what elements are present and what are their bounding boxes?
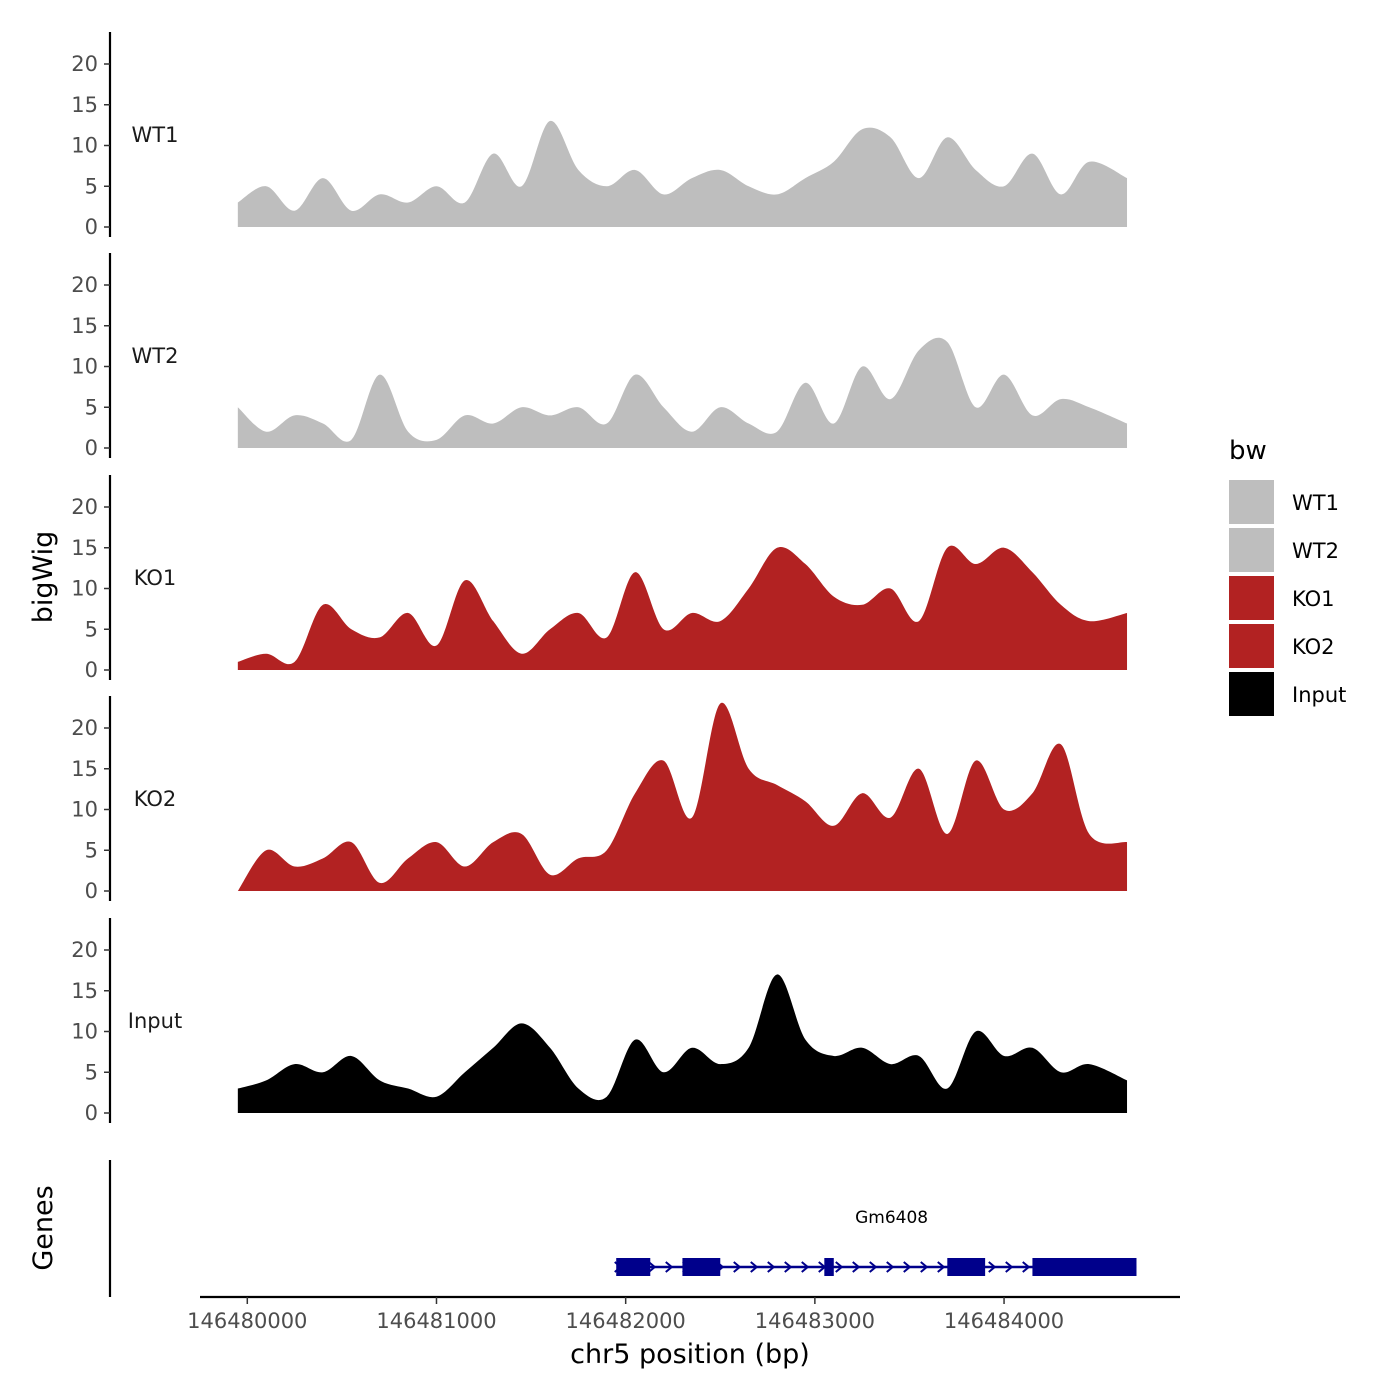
legend-swatch bbox=[1229, 480, 1274, 524]
x-tick-label: 146483000 bbox=[755, 1309, 875, 1333]
y-tick-label: 0 bbox=[85, 879, 98, 903]
x-tick-label: 146481000 bbox=[376, 1309, 496, 1333]
area-wt1 bbox=[237, 120, 1128, 227]
strand-arrow bbox=[835, 1261, 844, 1273]
strand-arrow bbox=[903, 1261, 912, 1273]
y-tick-label: 20 bbox=[71, 273, 98, 297]
legend-label: Input bbox=[1292, 683, 1346, 707]
track-wt2: 0 5 10 15 20 WT2 bbox=[71, 253, 1128, 460]
x-axis-title: chr5 position (bp) bbox=[570, 1339, 810, 1370]
strand-arrow bbox=[801, 1261, 810, 1273]
y-tick-label: 10 bbox=[71, 798, 98, 822]
y-tick-label: 15 bbox=[71, 757, 98, 781]
legend-label: WT2 bbox=[1292, 539, 1339, 563]
y-tick-label: 0 bbox=[85, 436, 98, 460]
strand-arrow bbox=[665, 1261, 674, 1273]
y-tick-label: 0 bbox=[85, 1101, 98, 1125]
legend-swatch bbox=[1229, 576, 1274, 620]
y-tick-label: 20 bbox=[71, 938, 98, 962]
gene-track: Gm6408 bbox=[108, 1160, 1137, 1297]
x-tick-label: 146484000 bbox=[944, 1309, 1064, 1333]
track-label: KO1 bbox=[134, 566, 177, 590]
exon bbox=[824, 1258, 834, 1276]
genes-axis-title: Genes bbox=[28, 1185, 59, 1270]
x-tick-label: 146480000 bbox=[187, 1309, 307, 1333]
legend-swatch bbox=[1229, 672, 1274, 716]
track-wt1: 0 5 10 15 20 WT1 bbox=[71, 32, 1128, 239]
exon bbox=[616, 1258, 651, 1276]
area-ko2 bbox=[237, 702, 1128, 891]
y-tick-label: 0 bbox=[85, 658, 98, 682]
y-tick-label: 5 bbox=[85, 1060, 98, 1084]
track-label: Input bbox=[128, 1009, 182, 1033]
track-label: WT1 bbox=[132, 123, 179, 147]
legend-swatch bbox=[1229, 624, 1274, 668]
strand-arrow bbox=[1005, 1261, 1014, 1273]
y-tick-label: 20 bbox=[71, 52, 98, 76]
y-tick-label: 5 bbox=[85, 617, 98, 641]
track-input: 0 5 10 15 20 Input bbox=[71, 918, 1128, 1125]
gene-label: Gm6408 bbox=[855, 1208, 928, 1228]
track-ko1: 0 5 10 15 20 KO1 bbox=[71, 475, 1128, 682]
track-label: KO2 bbox=[134, 787, 177, 811]
strand-arrow bbox=[784, 1261, 793, 1273]
legend-item-wt1: WT1 bbox=[1229, 480, 1339, 524]
x-tick-label: 146482000 bbox=[566, 1309, 686, 1333]
y-axis-title: bigWig bbox=[28, 531, 59, 624]
strand-arrow bbox=[1022, 1261, 1031, 1273]
gene-gm6408: Gm6408 bbox=[614, 1208, 1137, 1276]
strand-arrow bbox=[750, 1261, 759, 1273]
exon bbox=[682, 1258, 721, 1276]
track-ko2: 0 5 10 15 20 KO2 bbox=[71, 696, 1128, 903]
y-tick-label: 15 bbox=[71, 314, 98, 338]
strand-arrow bbox=[988, 1261, 997, 1273]
legend-item-wt2: WT2 bbox=[1229, 528, 1339, 572]
strand-arrow bbox=[869, 1261, 878, 1273]
legend-item-input: Input bbox=[1229, 672, 1346, 716]
strand-arrow bbox=[648, 1261, 657, 1273]
legend-label: WT1 bbox=[1292, 491, 1339, 515]
area-ko1 bbox=[237, 545, 1128, 670]
strand-arrow bbox=[886, 1261, 895, 1273]
y-tick-label: 15 bbox=[71, 93, 98, 117]
legend-item-ko2: KO2 bbox=[1229, 624, 1335, 668]
strand-arrow bbox=[767, 1261, 776, 1273]
legend-swatch bbox=[1229, 528, 1274, 572]
strand-arrow bbox=[852, 1261, 861, 1273]
track-label: WT2 bbox=[132, 344, 179, 368]
y-tick-label: 15 bbox=[71, 979, 98, 1003]
strand-arrow bbox=[733, 1261, 742, 1273]
y-tick-label: 10 bbox=[71, 355, 98, 379]
exon bbox=[1032, 1258, 1137, 1276]
y-tick-label: 0 bbox=[85, 215, 98, 239]
y-tick-label: 10 bbox=[71, 1020, 98, 1044]
y-tick-label: 20 bbox=[71, 716, 98, 740]
legend-item-ko1: KO1 bbox=[1229, 576, 1335, 620]
tracks-layer: 0 5 10 15 20 WT1 0 5 10 15 20 WT2 0 5 10 15 20 KO1 0 5 10 15 2… bbox=[71, 32, 1128, 1125]
exon bbox=[947, 1258, 986, 1276]
legend-title: bw bbox=[1229, 436, 1267, 466]
y-tick-label: 10 bbox=[71, 577, 98, 601]
y-tick-label: 5 bbox=[85, 838, 98, 862]
legend: WT1 WT2 KO1 KO2 Input bbox=[1229, 480, 1346, 716]
legend-label: KO1 bbox=[1292, 587, 1335, 611]
legend-label: KO2 bbox=[1292, 635, 1335, 659]
y-tick-label: 10 bbox=[71, 134, 98, 158]
area-input bbox=[237, 974, 1128, 1113]
y-tick-label: 20 bbox=[71, 495, 98, 519]
strand-arrow bbox=[920, 1261, 929, 1273]
y-tick-label: 5 bbox=[85, 174, 98, 198]
area-wt2 bbox=[237, 337, 1128, 448]
y-tick-label: 5 bbox=[85, 395, 98, 419]
x-axis: 146480000 146481000 146482000 146483000 1464… bbox=[187, 1295, 1180, 1333]
strand-arrow bbox=[937, 1261, 946, 1273]
y-tick-label: 15 bbox=[71, 536, 98, 560]
